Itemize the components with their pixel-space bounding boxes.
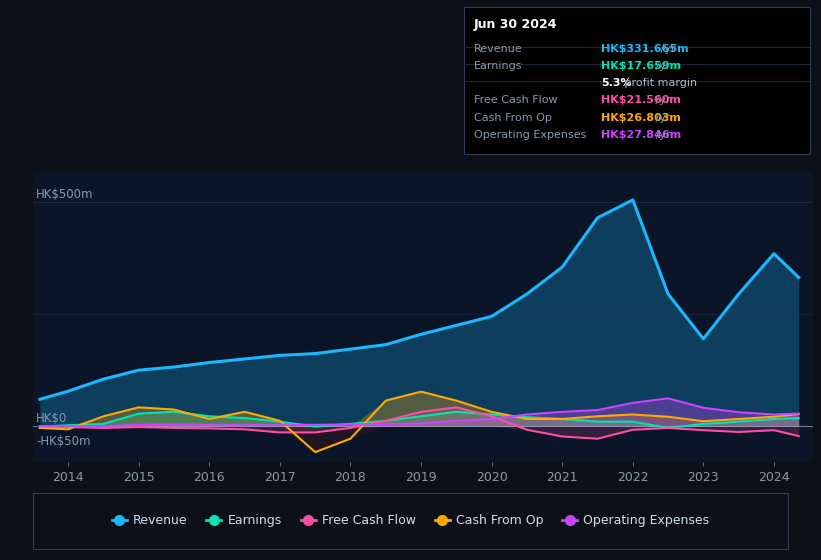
Text: /yr: /yr <box>652 95 671 105</box>
Text: HK$500m: HK$500m <box>36 188 94 201</box>
Text: /yr: /yr <box>652 61 671 71</box>
Text: HK$0: HK$0 <box>36 412 67 425</box>
Text: /yr: /yr <box>657 44 676 54</box>
Text: Operating Expenses: Operating Expenses <box>474 130 586 139</box>
Text: HK$27.846m: HK$27.846m <box>601 130 681 139</box>
Text: -HK$50m: -HK$50m <box>36 435 91 447</box>
Text: Revenue: Revenue <box>474 44 522 54</box>
Text: HK$26.803m: HK$26.803m <box>601 113 681 123</box>
Text: Free Cash Flow: Free Cash Flow <box>474 95 557 105</box>
Text: Jun 30 2024: Jun 30 2024 <box>474 18 557 31</box>
Text: profit margin: profit margin <box>621 78 698 88</box>
Text: 5.3%: 5.3% <box>601 78 631 88</box>
Text: /yr: /yr <box>652 113 671 123</box>
Legend: Revenue, Earnings, Free Cash Flow, Cash From Op, Operating Expenses: Revenue, Earnings, Free Cash Flow, Cash … <box>107 509 714 533</box>
Text: HK$17.659m: HK$17.659m <box>601 61 681 71</box>
Text: Earnings: Earnings <box>474 61 522 71</box>
Text: /yr: /yr <box>652 130 671 139</box>
Text: HK$21.560m: HK$21.560m <box>601 95 681 105</box>
Text: HK$331.665m: HK$331.665m <box>601 44 689 54</box>
Text: Cash From Op: Cash From Op <box>474 113 552 123</box>
